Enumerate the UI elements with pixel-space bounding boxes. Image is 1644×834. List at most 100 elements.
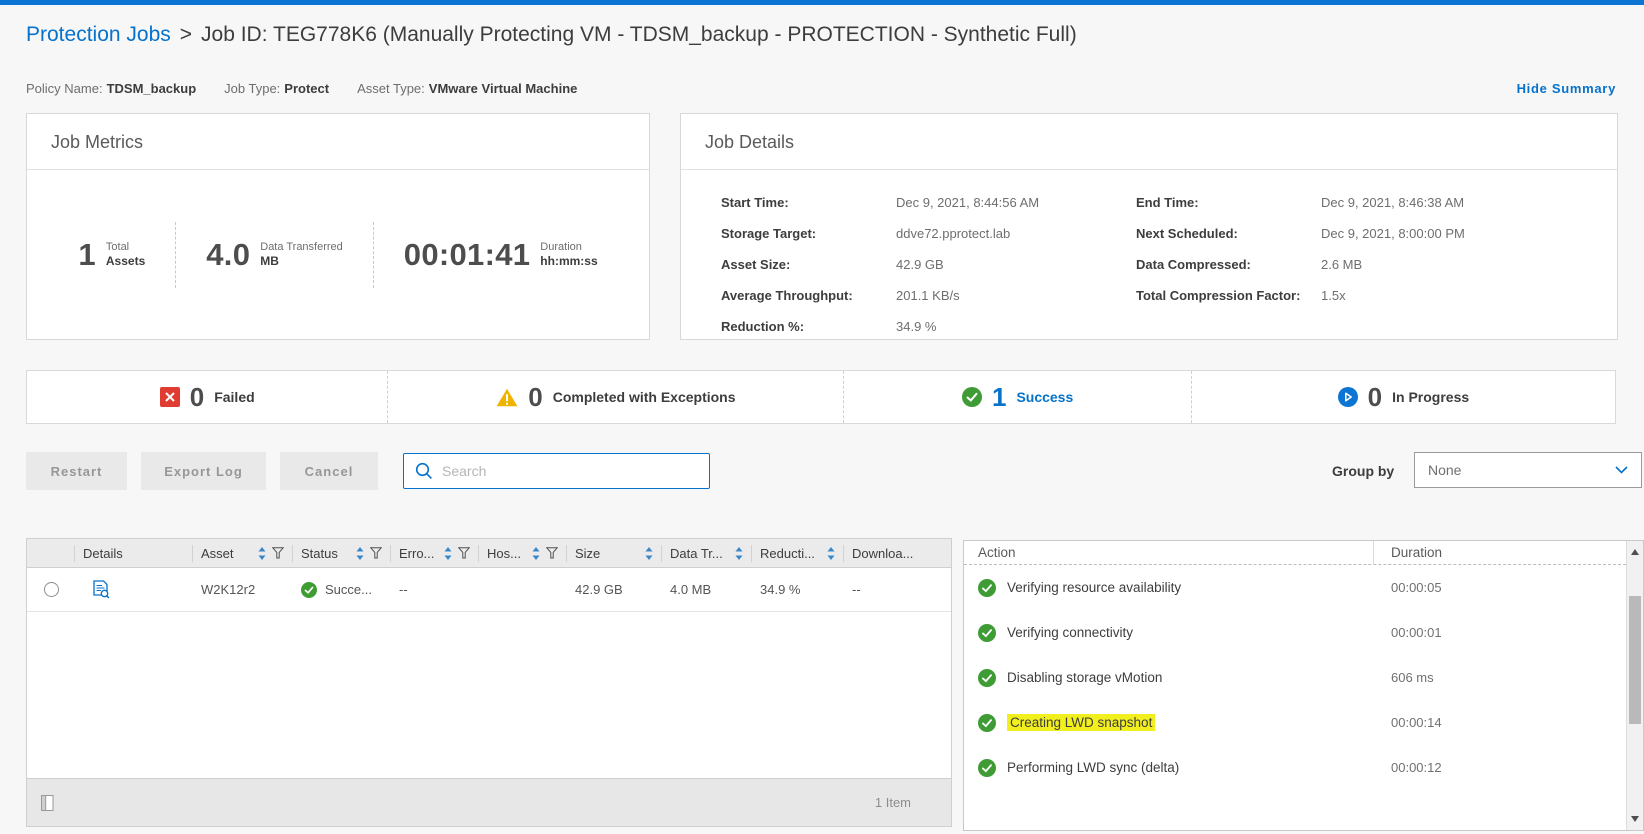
status-in-progress: 0 In Progress	[1190, 371, 1615, 423]
task-row: Verifying connectivity 00:00:01	[964, 610, 1626, 655]
column-header-status[interactable]: Status	[293, 544, 391, 562]
column-settings-icon[interactable]	[41, 794, 55, 811]
task-duration: 00:00:12	[1391, 760, 1442, 775]
metric-label-line1: Total	[105, 241, 130, 254]
cell-data-transferred: 4.0 MB	[670, 582, 712, 597]
item-count: 1 Item	[874, 795, 911, 810]
sort-icon[interactable]	[827, 546, 835, 560]
table-row[interactable]: W2K12r2 Succe... -- 42.9 GB 4.0 MB 34.9 …	[27, 568, 951, 612]
detail-value: 201.1 KB/s	[896, 288, 960, 303]
task-duration: 00:00:14	[1391, 715, 1442, 730]
task-row: Performing LWD sync (delta) 00:00:12	[964, 745, 1626, 790]
sort-icon[interactable]	[258, 546, 266, 560]
detail-label: Reduction %:	[721, 319, 805, 334]
table-footer: 1 Item	[27, 778, 951, 826]
view-details-icon[interactable]	[93, 580, 110, 599]
task-duration: 606 ms	[1391, 670, 1434, 685]
breadcrumb-protection-jobs-link[interactable]: Protection Jobs	[26, 23, 171, 46]
task-list-header: Action Duration	[964, 541, 1626, 565]
metric-duration: 00:01:41 Duration hh:mm:ss	[372, 222, 628, 288]
metric-label-line2: MB	[260, 254, 279, 269]
cell-errors: --	[399, 582, 408, 597]
policy-name: Policy Name: TDSM_backup	[26, 81, 196, 96]
filter-icon[interactable]	[546, 547, 558, 559]
duration-column-header: Duration	[1391, 545, 1443, 560]
in-progress-count: 0	[1367, 381, 1383, 412]
hide-summary-link[interactable]: Hide Summary	[1516, 81, 1616, 96]
export-log-button[interactable]: Export Log	[141, 452, 266, 490]
job-type-label: Job Type:	[224, 81, 281, 96]
job-meta-row: Policy Name: TDSM_backup Job Type: Protect…	[26, 81, 577, 96]
detail-label: Start Time:	[721, 195, 789, 210]
row-radio-button[interactable]	[43, 582, 59, 597]
breadcrumb: Protection Jobs > Job ID: TEG778K6 (Manual…	[26, 23, 1077, 47]
check-circle-icon	[961, 387, 982, 407]
search-box[interactable]	[403, 453, 710, 489]
success-icon	[978, 623, 996, 642]
detail-label: Asset Size:	[721, 257, 791, 272]
sort-icon[interactable]	[444, 546, 452, 560]
scrollbar-thumb[interactable]	[1629, 596, 1641, 724]
success-count: 1	[991, 381, 1007, 412]
task-details-panel: Action Duration Verifying resource avail…	[963, 540, 1644, 831]
cell-status: Succe...	[293, 581, 391, 598]
job-details-title: Job Details	[681, 114, 1617, 170]
asset-type-value: VMware Virtual Machine	[428, 81, 578, 96]
group-by-label: Group by	[1332, 463, 1395, 479]
search-icon	[415, 462, 433, 480]
filter-icon[interactable]	[272, 547, 284, 559]
column-header-details: Details	[75, 544, 193, 562]
scroll-down-icon[interactable]	[1631, 816, 1639, 822]
policy-name-value: TDSM_backup	[106, 81, 197, 96]
sort-icon[interactable]	[735, 546, 743, 560]
restart-button[interactable]: Restart	[26, 452, 127, 490]
failed-count: 0	[189, 381, 205, 412]
sort-icon[interactable]	[356, 546, 364, 560]
task-duration: 00:00:05	[1391, 580, 1442, 595]
column-header-asset[interactable]: Asset	[193, 544, 293, 562]
column-header-data-transferred[interactable]: Data Tr...	[662, 544, 752, 562]
detail-value: Dec 9, 2021, 8:44:56 AM	[896, 195, 1040, 210]
detail-label: Data Compressed:	[1136, 257, 1251, 272]
detail-value: ddve72.pprotect.lab	[896, 226, 1011, 241]
column-header-size[interactable]: Size	[567, 544, 662, 562]
sort-icon[interactable]	[645, 546, 653, 560]
asset-type: Asset Type: VMware Virtual Machine	[357, 81, 577, 96]
detail-value: Dec 9, 2021, 8:00:00 PM	[1321, 226, 1465, 241]
success-icon	[978, 713, 996, 732]
success-label: Success	[1016, 389, 1074, 405]
status-summary-bar: 0 Failed 0 Completed with Exceptions 1 S…	[26, 370, 1616, 424]
job-details-body: Start Time: Dec 9, 2021, 8:44:56 AM End …	[681, 170, 1617, 334]
task-action: Disabling storage vMotion	[1007, 670, 1163, 685]
scroll-up-icon[interactable]	[1631, 549, 1639, 555]
task-row: Disabling storage vMotion 606 ms	[964, 655, 1626, 700]
job-type: Job Type: Protect	[224, 81, 329, 96]
job-type-value: Protect	[284, 81, 330, 96]
search-input[interactable]	[442, 463, 698, 479]
column-header-errors[interactable]: Erro...	[391, 544, 479, 562]
detail-value: Dec 9, 2021, 8:46:38 AM	[1321, 195, 1465, 210]
task-list-scrollbar[interactable]	[1626, 541, 1643, 830]
cancel-button[interactable]: Cancel	[280, 452, 378, 490]
in-progress-label: In Progress	[1392, 389, 1470, 405]
group-by-select[interactable]: None	[1414, 452, 1642, 488]
sort-icon[interactable]	[532, 546, 540, 560]
play-circle-icon	[1337, 387, 1358, 407]
detail-label: Storage Target:	[721, 226, 817, 241]
metric-value: 4.0	[206, 237, 251, 272]
metric-value: 1	[78, 237, 96, 272]
filter-icon[interactable]	[370, 547, 382, 559]
column-header-reduction[interactable]: Reducti...	[752, 544, 844, 562]
detail-label: Average Throughput:	[721, 288, 853, 303]
failed-label: Failed	[214, 389, 255, 405]
cell-reduction: 34.9 %	[760, 582, 801, 597]
task-duration: 00:00:01	[1391, 625, 1442, 640]
x-square-icon	[159, 387, 180, 407]
column-header-download: Downloa...	[852, 545, 914, 561]
filter-icon[interactable]	[458, 547, 470, 559]
task-action: Performing LWD sync (delta)	[1007, 760, 1180, 775]
detail-value: 34.9 %	[896, 319, 937, 334]
status-success[interactable]: 1 Success	[843, 371, 1190, 423]
column-header-host[interactable]: Hos...	[479, 544, 567, 562]
